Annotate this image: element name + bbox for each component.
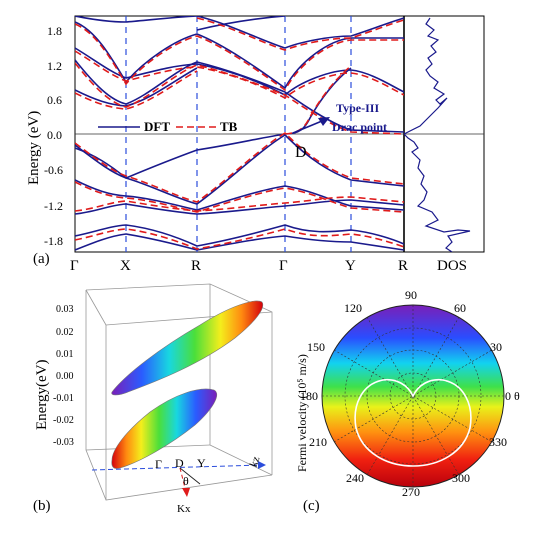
band-structure-panel: DFT TB Type-III Drac point D 1.8 1.2 0.6… [26,15,485,274]
band-legend: DFT TB [98,119,238,134]
theta-label: θ [183,474,189,488]
ztick-label: 0.00 [56,371,74,382]
angle-label: 90 [405,288,417,302]
ytick-label: 1.8 [47,24,62,38]
angle-label: 240 [346,471,364,485]
kpoint-label: X [120,258,131,274]
kpoint-labels: Γ X R Γ Y R [70,258,408,274]
k-axes [91,461,266,497]
panel-b-label: (b) [33,498,51,514]
energy-z-axis-label: Energy(eV) [34,359,50,430]
ytick-label: 1.2 [47,59,62,73]
polar-angle-labels: 90 60 30 0 θ 330 300 270 240 210 180 150… [300,288,520,499]
angle-label: 300 [452,471,470,485]
kpoint-label: R [398,258,408,274]
fermi-velocity-curve [354,378,472,467]
type-iii-label-line1: Type-III [336,101,379,115]
dos-curve [404,17,471,252]
dirac-cone-3d-panel: Γ D Y kz θ Kx 0.03 0.02 0.01 0.00 -0.01 … [33,283,273,515]
panel-a-label: (a) [33,251,50,267]
angle-label: 30 [490,340,502,354]
ytick-label: -1.8 [44,234,63,248]
dirac-arrow [292,117,330,134]
dft-legend-label: DFT [144,119,170,134]
angle-label: 120 [344,301,362,315]
angle-label: 0 θ [505,389,520,403]
ztick-label: 0.03 [56,304,74,315]
dft-bands [75,16,404,251]
dos-label: DOS [437,258,467,274]
ytick-label: -1.2 [44,199,63,213]
ztick-label: -0.01 [53,393,74,404]
ztick-label: -0.03 [53,437,74,448]
angle-label: 180 [300,389,318,403]
fermi-velocity-polar-panel: 90 60 30 0 θ 330 300 270 240 210 180 150… [295,288,520,514]
y-point-label: Y [197,456,206,470]
angle-label: 150 [307,340,325,354]
energy-axis-label: Energy (eV) [26,111,42,185]
ztick-label: 0.02 [56,327,74,338]
energy-y-ticks: 1.8 1.2 0.6 0.0 -0.6 -1.2 -1.8 [44,24,63,248]
angle-label: 330 [489,435,507,449]
ztick-label: 0.01 [56,349,74,360]
kpoint-label: Y [345,258,356,274]
d-point-label: D [175,456,184,470]
tb-legend-label: TB [220,119,238,134]
polar-grid [322,305,504,487]
kpoint-label: Γ [279,258,288,274]
kpoint-label: R [191,258,201,274]
type-iii-label-line2: Drac point [332,120,387,134]
kx-label: Kx [177,503,191,515]
angle-label: 60 [454,301,466,315]
ytick-label: 0.6 [47,93,62,107]
upper-cone-surface [111,300,264,396]
kpoint-label: Γ [70,258,79,274]
angle-label: 210 [309,435,327,449]
ytick-label: -0.6 [44,163,63,177]
dirac-point-d-label: D [295,144,307,161]
kz-label: kz [248,455,263,469]
ytick-label: 0.0 [47,128,62,142]
energy-z-ticks: 0.03 0.02 0.01 0.00 -0.01 -0.02 -0.03 [53,304,74,448]
gamma-point-label: Γ [155,457,162,471]
ztick-label: -0.02 [53,415,74,426]
panel-c-label: (c) [303,498,320,514]
lower-cone-surface [111,388,218,469]
angle-label: 270 [402,485,420,499]
band-curves [75,16,404,251]
fermi-velocity-axis-label: Fermi velocity (10⁵ m/s) [295,354,309,472]
polar-outer-ring [321,304,505,488]
